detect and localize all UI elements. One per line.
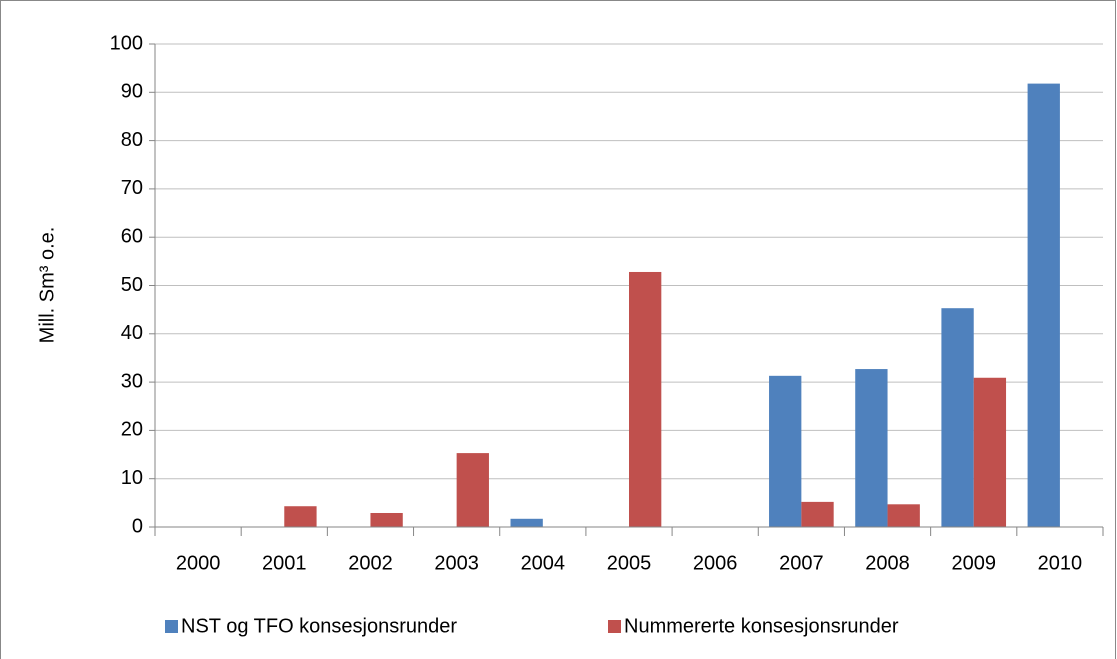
x-tick-label: 2008 <box>865 552 910 574</box>
x-tick-label: 2009 <box>951 552 996 574</box>
x-tick-label: 2005 <box>607 552 652 574</box>
y-tick-label: 10 <box>121 467 143 489</box>
bar <box>769 375 802 527</box>
x-tick-label: 2001 <box>262 552 307 574</box>
y-tick-label: 90 <box>121 81 143 103</box>
y-tick-label: 80 <box>121 129 143 151</box>
bar <box>941 308 974 527</box>
bar <box>1027 83 1060 527</box>
bar <box>510 518 543 527</box>
bar <box>456 453 489 527</box>
bar <box>973 377 1007 527</box>
legend-label: NST og TFO konsesjonsrunder <box>181 615 457 637</box>
y-tick-label: 0 <box>132 515 143 537</box>
y-tick-label: 100 <box>110 32 143 54</box>
x-tick-label: 2002 <box>348 552 393 574</box>
bar <box>284 506 317 527</box>
x-tick-label: 2007 <box>779 552 824 574</box>
x-tick-label: 2004 <box>521 552 566 574</box>
bar <box>855 369 888 527</box>
bar <box>370 512 403 527</box>
x-tick-label: 2003 <box>434 552 479 574</box>
y-tick-label: 40 <box>121 322 143 344</box>
legend-swatch <box>608 620 621 633</box>
y-tick-label: 30 <box>121 370 143 392</box>
x-tick-label: 2000 <box>176 552 221 574</box>
y-tick-label: 50 <box>121 274 143 296</box>
bar <box>887 504 920 527</box>
x-tick-label: 2010 <box>1038 552 1083 574</box>
y-axis-label: Mill. Sm³ o.e. <box>36 227 58 344</box>
legend-label: Nummererte konsesjonsrunder <box>624 615 899 637</box>
bar <box>801 501 834 527</box>
legend-swatch <box>165 620 178 633</box>
bar <box>629 271 662 527</box>
y-tick-label: 20 <box>121 419 143 441</box>
y-tick-label: 60 <box>121 225 143 247</box>
y-tick-label: 70 <box>121 177 143 199</box>
x-tick-label: 2006 <box>693 552 738 574</box>
